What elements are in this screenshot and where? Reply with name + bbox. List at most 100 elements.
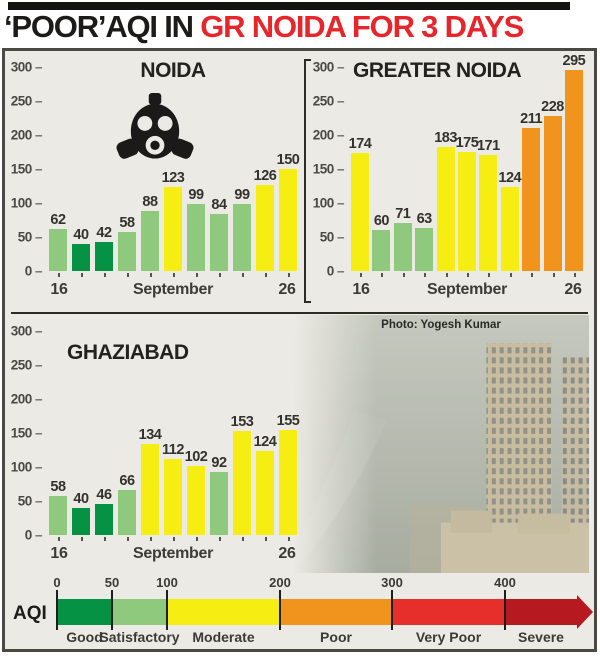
- y-axis-tick: 0: [327, 264, 344, 279]
- bar-rect: [141, 443, 159, 535]
- bar-value-label: 63: [416, 211, 433, 228]
- x-axis-end-label: 26: [564, 281, 582, 298]
- bar-rect: [141, 211, 159, 271]
- bar: 63: [415, 67, 434, 277]
- aqi-segment-label: Poor: [320, 629, 352, 645]
- x-axis-start-label: 16: [50, 281, 68, 298]
- bar-value-label: 66: [119, 473, 135, 490]
- y-axis: 0 50 100 150 200 250 300: [9, 324, 42, 543]
- aqi-scale-arrowhead: [577, 595, 593, 629]
- plot-area: 62 40 42 58 88 123 99 84 99 126 150: [49, 67, 300, 277]
- city-skyline-illustration: [293, 315, 589, 573]
- aqi-scale-tick: [56, 590, 58, 630]
- y-axis-tick: 0: [25, 264, 42, 279]
- x-axis-tick: [466, 273, 469, 277]
- bar-rect: [256, 450, 274, 535]
- bar-rect: [522, 127, 541, 271]
- bar-value-label: 99: [234, 186, 250, 203]
- aqi-scale-label: AQI: [13, 603, 47, 624]
- aqi-scale-track: Good Satisfactory Moderate Poor Very Poor Sev…: [53, 575, 593, 645]
- bar-value-label: 171: [476, 137, 500, 154]
- aqi-segment-label: Very Poor: [415, 629, 482, 645]
- x-axis-tick: [265, 273, 267, 277]
- y-axis-tick: 50: [18, 494, 42, 509]
- bar-rect: [457, 152, 476, 271]
- x-axis-tick: [288, 273, 290, 277]
- page-title: ‘POOR’AQI IN GR NOIDA FOR 3 DAYS: [4, 9, 600, 47]
- x-axis-tick: [219, 273, 221, 277]
- bar-value-label: 124: [498, 169, 522, 186]
- bar-rect: [118, 490, 136, 535]
- x-axis-tick: [150, 537, 152, 541]
- x-axis-end-label: 26: [278, 281, 296, 298]
- bar-value-label: 58: [50, 478, 66, 495]
- ghaziabad-chart: GHAZIABAD 0 50 100 150 200 250 300 58 40 46 66 134…: [9, 317, 301, 575]
- bar: 155: [277, 331, 300, 541]
- aqi-scale-tick: [111, 590, 113, 630]
- x-axis-tick: [242, 273, 244, 277]
- x-axis-tick: [531, 273, 534, 277]
- bar: 112: [162, 331, 184, 541]
- bar: 228: [541, 67, 564, 277]
- bar: 174: [349, 67, 372, 277]
- x-axis-tick: [58, 273, 60, 277]
- bar: 126: [254, 67, 277, 277]
- aqi-segment: Severe: [505, 599, 577, 645]
- bar: 40: [72, 331, 90, 541]
- y-axis-tick: 100: [11, 459, 42, 474]
- bar: 102: [185, 331, 208, 541]
- bar: 46: [95, 331, 113, 541]
- bar-rect: [393, 222, 412, 271]
- x-axis: 16 September 26: [351, 281, 583, 301]
- x-axis-tick: [552, 273, 555, 277]
- y-axis-tick: 200: [11, 391, 42, 406]
- bar-rect: [279, 169, 297, 271]
- aqi-scale-tick-label: 200: [269, 575, 291, 590]
- bar-rect: [49, 495, 67, 535]
- bar-rect: [49, 228, 67, 271]
- bar-value-label: 40: [73, 226, 89, 243]
- bar-value-label: 134: [138, 426, 162, 443]
- bar: 175: [456, 67, 479, 277]
- x-axis-tick: [150, 273, 152, 277]
- bar: 58: [49, 331, 67, 541]
- x-axis-tick: [488, 273, 491, 277]
- bar-value-label: 211: [520, 110, 543, 127]
- aqi-scale: AQI Good Satisfactory Moderate Poor Very Poo…: [5, 575, 594, 649]
- bar: 295: [563, 53, 586, 277]
- x-axis-month-label: September: [133, 545, 213, 562]
- y-axis-tick: 100: [11, 195, 42, 210]
- x-axis-tick: [173, 537, 175, 541]
- x-axis-tick: [58, 537, 60, 541]
- bar-rect: [415, 228, 434, 271]
- y-axis-tick: 0: [25, 528, 42, 543]
- plot-area: 174 60 71 63 183 175 171 124 211 228 295: [349, 53, 586, 277]
- x-axis-tick: [402, 273, 405, 277]
- bar: 124: [254, 331, 277, 541]
- aqi-scale-tick: [279, 590, 281, 630]
- y-axis-tick: 50: [320, 230, 344, 245]
- x-axis-tick: [104, 537, 106, 541]
- x-axis-month-label: September: [427, 281, 507, 298]
- bar-value-label: 71: [395, 205, 411, 222]
- bar-rect: [564, 70, 583, 271]
- x-axis-tick: [242, 537, 244, 541]
- x-axis-tick: [127, 537, 129, 541]
- bar-rect: [164, 187, 182, 271]
- bar-rect: [351, 152, 369, 271]
- bar-rect: [187, 465, 205, 535]
- aqi-scale-tick-label: 400: [494, 575, 516, 590]
- bar: 99: [187, 67, 205, 277]
- bar-rect: [118, 231, 136, 271]
- bar-rect: [500, 186, 519, 271]
- aqi-segment: Moderate: [167, 599, 280, 645]
- y-axis: 0 50 100 150 200 250 300: [311, 60, 344, 279]
- y-axis: 0 50 100 150 200 250 300: [9, 60, 42, 279]
- bar-value-label: 84: [211, 196, 227, 213]
- aqi-segment: Good: [57, 599, 112, 645]
- bar: 153: [231, 331, 254, 541]
- aqi-segment-label: Severe: [518, 629, 564, 645]
- bar-rect: [95, 242, 113, 271]
- x-axis-tick: [81, 273, 83, 277]
